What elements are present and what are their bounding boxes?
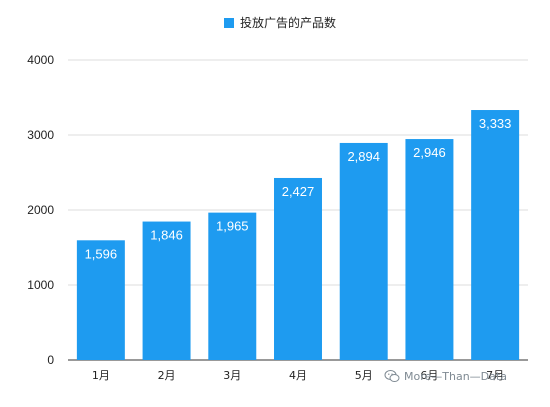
data-label: 2,427 bbox=[282, 184, 315, 199]
y-tick-label: 2000 bbox=[27, 203, 54, 217]
bar bbox=[142, 221, 191, 360]
wechat-icon bbox=[384, 368, 400, 384]
y-axis-ticks: 0 1000 2000 3000 4000 bbox=[27, 53, 54, 367]
y-tick-label: 3000 bbox=[27, 128, 54, 142]
bar bbox=[471, 110, 520, 361]
legend: 投放广告的产品数 bbox=[224, 14, 336, 31]
x-tick-label: 1月 bbox=[92, 369, 110, 382]
legend-label: 投放广告的产品数 bbox=[240, 16, 337, 30]
x-tick-label: 4月 bbox=[289, 369, 307, 382]
data-label: 2,946 bbox=[413, 145, 446, 160]
x-axis-ticks: 1月 2月 3月 4月 5月 6月 7月 bbox=[92, 369, 504, 382]
y-tick-label: 4000 bbox=[27, 53, 54, 67]
watermark-text: More—Than—Data bbox=[404, 369, 507, 383]
data-labels: 1,596 1,846 1,965 2,427 2,894 2,946 3,333 bbox=[85, 116, 512, 261]
bar bbox=[208, 212, 257, 360]
data-label: 3,333 bbox=[479, 116, 512, 131]
y-tick-label: 1000 bbox=[27, 278, 54, 292]
bar bbox=[274, 177, 322, 360]
bars bbox=[76, 110, 520, 361]
y-tick-label: 0 bbox=[47, 353, 54, 367]
legend-swatch bbox=[224, 17, 234, 28]
data-label: 2,894 bbox=[347, 149, 380, 164]
watermark: More—Than—Data bbox=[384, 368, 507, 384]
x-tick-label: 7月 bbox=[486, 369, 504, 382]
x-tick-label: 5月 bbox=[355, 369, 373, 382]
x-tick-label: 2月 bbox=[158, 369, 176, 382]
bar bbox=[76, 240, 125, 360]
data-label: 1,596 bbox=[85, 246, 118, 261]
bar bbox=[405, 139, 454, 360]
data-label: 1,965 bbox=[216, 219, 249, 234]
data-label: 1,846 bbox=[150, 228, 183, 243]
x-tick-label: 3月 bbox=[223, 369, 241, 382]
x-tick-label: 6月 bbox=[420, 369, 438, 382]
bar bbox=[339, 142, 388, 360]
